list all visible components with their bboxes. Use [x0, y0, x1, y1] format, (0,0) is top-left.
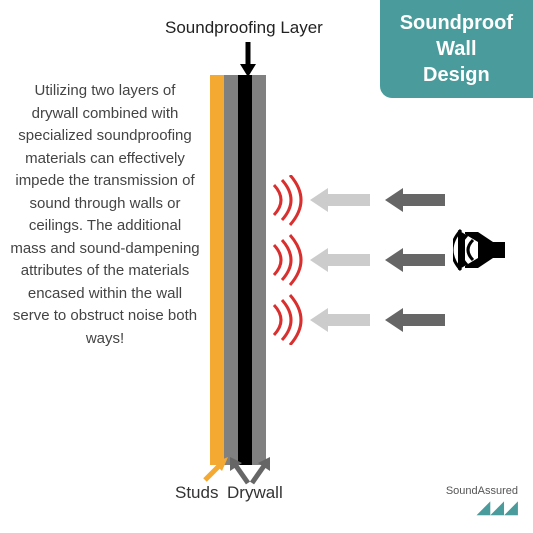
stud-arrow-icon [200, 455, 230, 485]
near-arrows-icon [310, 185, 380, 335]
far-arrows-icon [385, 185, 455, 335]
top-arrow-icon [238, 42, 258, 77]
title-line1: Soundproof [400, 10, 513, 36]
wall-layer-drywall-left [224, 75, 238, 465]
speaker-icon [453, 220, 513, 280]
title-line3: Design [400, 62, 513, 88]
soundproof-label: Soundproofing Layer [165, 18, 323, 38]
title-line2: Wall [400, 36, 513, 62]
sound-waves-icon [270, 175, 310, 345]
drywall-label: Drywall [227, 483, 283, 503]
drywall-arrows-icon [230, 455, 280, 485]
wall-layer-soundproof [238, 75, 252, 465]
title-banner: Soundproof Wall Design [380, 0, 533, 98]
wall-layer-drywall-right [252, 75, 266, 465]
description-text: Utilizing two layers of drywall combined… [10, 80, 200, 350]
logo-text: SoundAssured [446, 485, 518, 497]
wall-layer-stud [210, 75, 224, 465]
brand-logo: SoundAssured ◢◢◢ [446, 485, 518, 518]
studs-label: Studs [175, 483, 218, 503]
logo-icon: ◢◢◢ [476, 497, 518, 517]
wall-cross-section [210, 75, 270, 465]
